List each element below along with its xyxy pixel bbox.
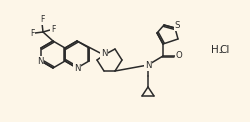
Text: F: F bbox=[40, 15, 44, 25]
Text: S: S bbox=[174, 21, 180, 30]
Text: F: F bbox=[51, 25, 55, 35]
Text: N: N bbox=[74, 64, 80, 73]
Text: O: O bbox=[176, 51, 182, 61]
Text: F: F bbox=[30, 29, 34, 37]
Text: N: N bbox=[101, 50, 107, 59]
Text: N: N bbox=[145, 61, 151, 71]
Text: Cl: Cl bbox=[220, 45, 230, 55]
Text: -: - bbox=[218, 47, 222, 57]
Text: H: H bbox=[211, 45, 219, 55]
Text: N: N bbox=[37, 56, 43, 66]
